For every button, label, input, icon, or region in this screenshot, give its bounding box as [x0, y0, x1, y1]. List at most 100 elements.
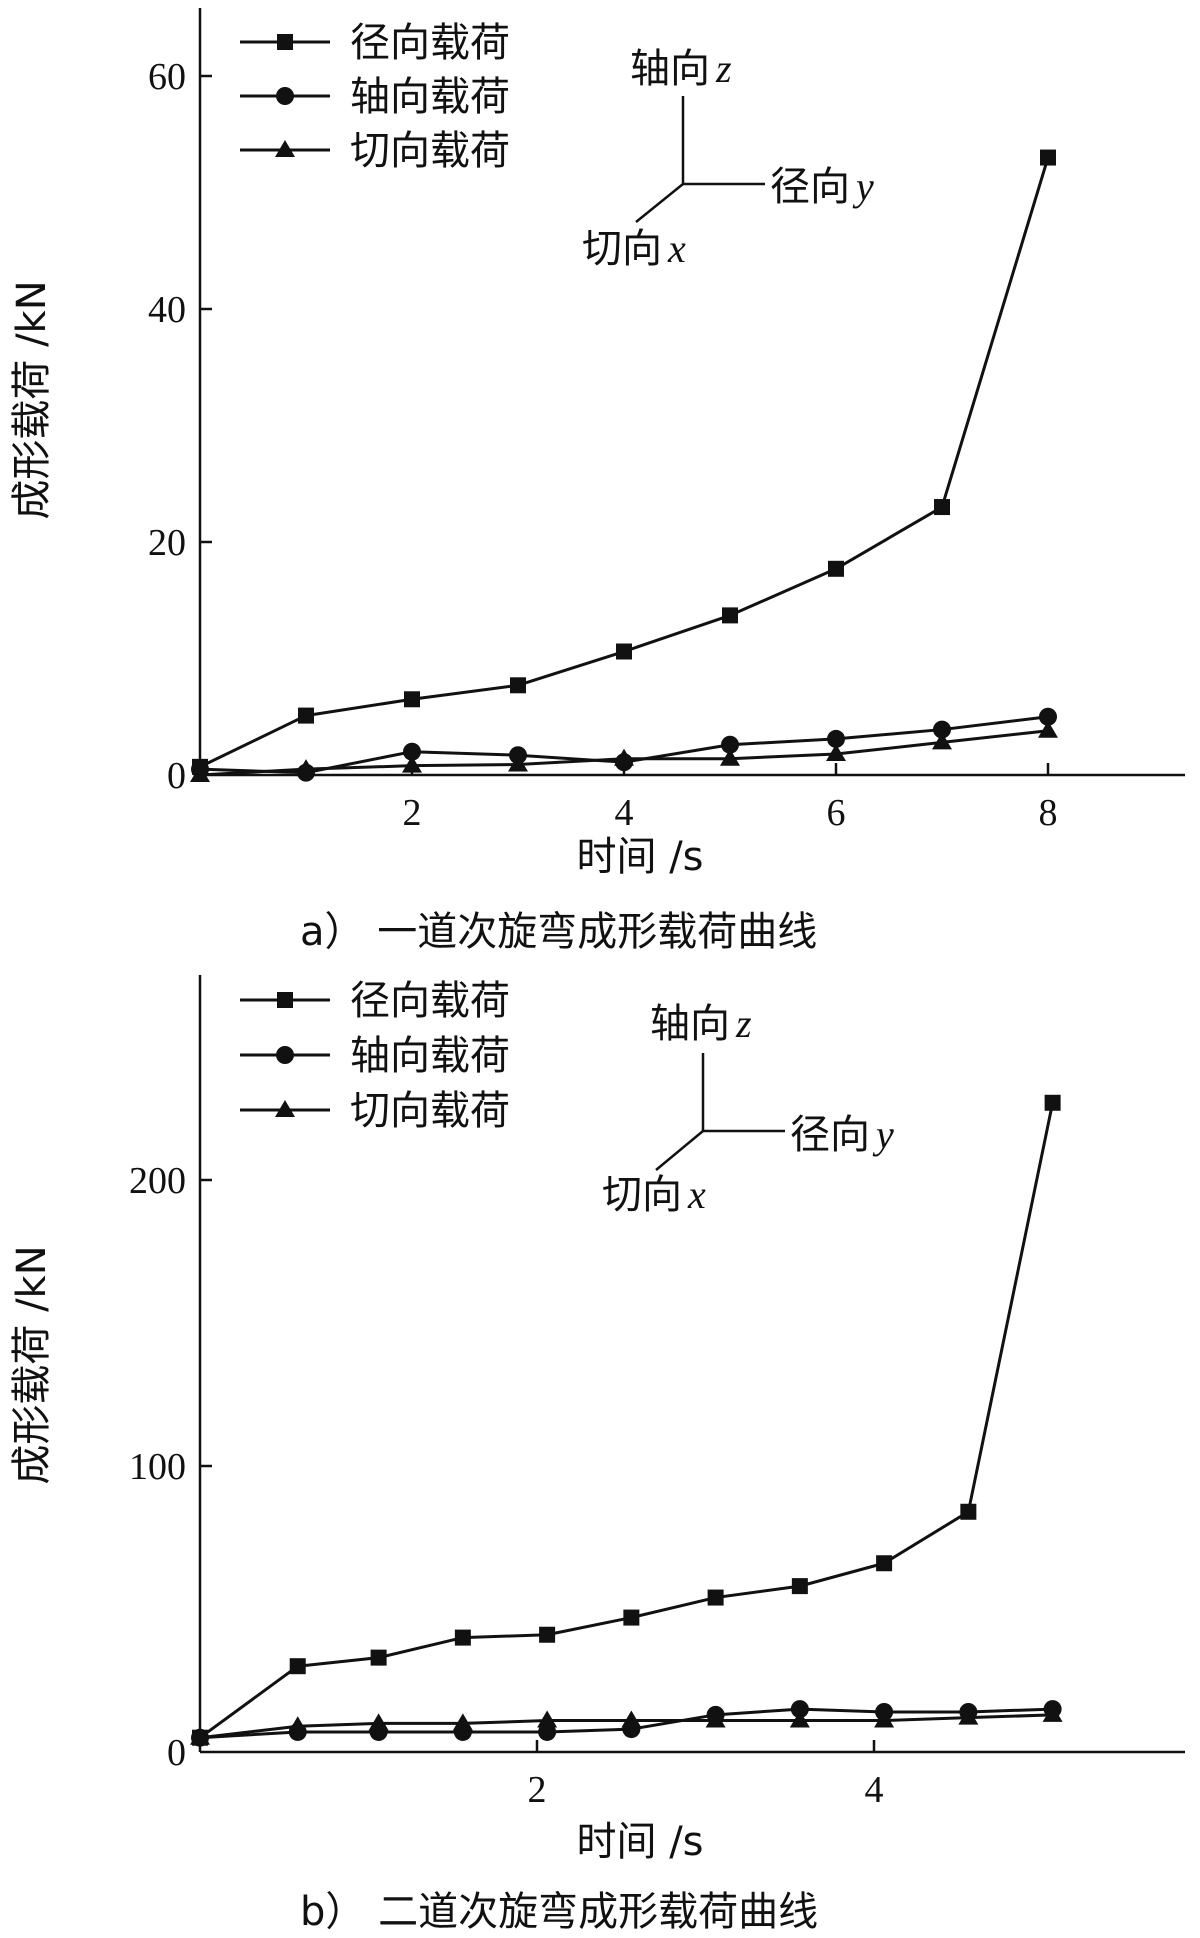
data-point [289, 1658, 306, 1675]
data-point [826, 744, 846, 762]
data-point [452, 1713, 473, 1731]
data-point [707, 1589, 724, 1606]
x-tick-label: 2 [403, 792, 422, 834]
data-point [932, 732, 952, 750]
chart-caption: b） 二道次旋弯成形载荷曲线 [300, 1889, 818, 1935]
legend-label: 切向载荷 [350, 1088, 510, 1134]
data-point [539, 1626, 556, 1643]
data-point [190, 1727, 210, 1745]
data-point [621, 1710, 642, 1728]
x-axis-label: 时间 /s [576, 1819, 703, 1865]
inset-z-label: 轴向 z [630, 46, 732, 92]
inset-x-var: x [667, 226, 686, 271]
legend-label: 切向载荷 [350, 128, 510, 174]
legend-marker-square [277, 34, 293, 50]
y-tick-label: 60 [148, 56, 186, 98]
inset-y-text: 径向 [770, 164, 850, 210]
x-tick-label: 8 [1039, 792, 1058, 834]
series-triangle [190, 1704, 1063, 1745]
inset-y-label: 径向 y [770, 164, 874, 210]
data-point [298, 707, 314, 724]
x-tick-label: 2 [528, 1769, 547, 1811]
y-tick-label: 0 [167, 755, 186, 797]
inset-y-var: y [852, 164, 874, 209]
data-point [404, 691, 420, 708]
legend-label: 轴向载荷 [350, 74, 510, 120]
axes-inset: 轴向 z 径向 y 切向 x [582, 46, 874, 272]
data-point [934, 499, 950, 516]
data-point [827, 729, 845, 748]
data-point [828, 560, 844, 577]
axes-inset: 轴向 z 径向 y 切向 x [602, 1001, 894, 1218]
data-point [287, 1716, 308, 1734]
inset-x-axis [655, 1130, 704, 1171]
inset-x-label: 切向 x [602, 1172, 706, 1218]
data-point [1039, 707, 1057, 726]
inset-x-text: 切向 [602, 1172, 682, 1218]
data-point [790, 1700, 809, 1719]
data-point [616, 643, 632, 660]
data-point [1042, 1704, 1063, 1722]
data-point [721, 735, 739, 754]
data-point [705, 1710, 726, 1728]
series-triangle [190, 720, 1058, 782]
data-point [933, 720, 951, 739]
y-tick-label: 0 [167, 1732, 186, 1774]
inset-x-text: 切向 [582, 226, 662, 272]
data-point [510, 677, 526, 694]
inset-x-var: x [687, 1172, 706, 1217]
data-point [874, 1710, 895, 1728]
data-point [789, 1710, 810, 1728]
data-point [296, 759, 316, 777]
data-point [368, 1713, 389, 1731]
chart-caption: a） 一道次旋弯成形载荷曲线 [300, 909, 817, 955]
data-point [876, 1555, 893, 1572]
data-point [537, 1710, 558, 1728]
inset-y-label: 径向 y [790, 1112, 894, 1158]
inset-z-var: z [735, 1001, 752, 1046]
y-tick-label: 100 [129, 1446, 186, 1488]
inset-x-axis [635, 183, 684, 223]
inset-z-text: 轴向 [630, 46, 710, 92]
data-point [1040, 149, 1056, 166]
legend-label: 径向载荷 [350, 978, 510, 1024]
legend-marker-circle [276, 1046, 294, 1064]
data-point [722, 607, 738, 624]
data-point [614, 748, 634, 766]
data-point [623, 1609, 640, 1626]
legend-label: 径向载荷 [350, 20, 510, 66]
data-point [454, 1629, 471, 1646]
data-point [720, 748, 740, 766]
data-point [508, 754, 528, 772]
legend-marker-triangle [275, 140, 295, 157]
y-axis-label: 成形载荷 /kN [9, 280, 55, 519]
x-tick-label: 6 [827, 792, 846, 834]
y-tick-label: 20 [148, 522, 186, 564]
legend-label: 轴向载荷 [350, 1033, 510, 1079]
y-tick-label: 40 [148, 289, 186, 331]
data-point [402, 755, 422, 773]
inset-z-text: 轴向 [650, 1001, 730, 1047]
inset-y-var: y [872, 1112, 894, 1157]
data-point [370, 1649, 387, 1666]
legend-marker-triangle [275, 1100, 295, 1117]
data-point [1038, 720, 1058, 738]
inset-x-label: 切向 x [582, 226, 686, 272]
data-point [1044, 1094, 1061, 1111]
inset-z-label: 轴向 z [650, 1001, 752, 1047]
legend-marker-square [277, 992, 293, 1008]
x-tick-label: 4 [865, 1769, 884, 1811]
x-axis-label: 时间 /s [576, 834, 703, 880]
y-tick-label: 200 [129, 1160, 186, 1202]
legend-marker-circle [276, 87, 294, 105]
x-tick-label: 4 [615, 792, 634, 834]
data-point [958, 1707, 979, 1725]
data-point [791, 1578, 808, 1595]
data-point [960, 1503, 977, 1520]
inset-z-var: z [715, 46, 732, 91]
y-axis-label: 成形载荷 /kN [9, 1245, 55, 1484]
